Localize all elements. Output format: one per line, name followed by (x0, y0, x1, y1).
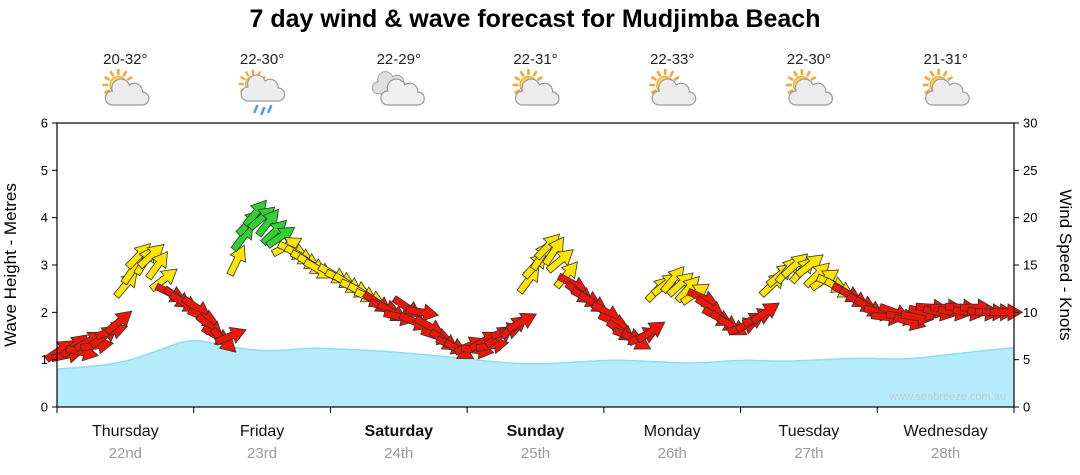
day-name: Friday (240, 423, 284, 440)
day-date: 23rd (247, 445, 277, 462)
wind-tick-label: 10 (1023, 305, 1037, 320)
day-name: Monday (644, 423, 701, 440)
wave-tick-label: 1 (41, 352, 48, 367)
day-date: 25th (521, 445, 550, 462)
wind-arrow (553, 261, 578, 290)
wind-arrow (749, 302, 780, 325)
day-date: 24th (384, 445, 413, 462)
day-name: Saturday (365, 423, 434, 440)
temp-range: 22-33° (650, 51, 694, 68)
wind-arrow (136, 243, 165, 270)
wave-tick-label: 2 (41, 305, 48, 320)
day-name: Sunday (507, 423, 565, 440)
wind-arrow (794, 254, 824, 279)
weather-icon-partly-cloudy (102, 69, 150, 106)
wind-tick-label: 5 (1023, 352, 1030, 367)
wind-arrow (505, 312, 538, 333)
cloud-icon (514, 78, 560, 106)
right-axis-title: Wind Speed - Knots (1056, 189, 1075, 340)
cloud-icon (104, 78, 150, 106)
temp-range: 22-31° (513, 51, 557, 68)
day-date: 27th (794, 445, 823, 462)
wave-height-line (56, 339, 1015, 370)
wind-arrow (214, 326, 247, 346)
wind-tick-label: 15 (1023, 258, 1037, 273)
wind-arrow (545, 249, 574, 274)
cloud-icon (788, 78, 834, 106)
cloud-icon (240, 74, 286, 102)
cloud-icon (380, 78, 425, 106)
day-date: 22nd (109, 445, 142, 462)
weather-icon-partly-cloudy (922, 69, 970, 106)
wave-tick-label: 0 (41, 400, 48, 415)
wave-height-area (57, 340, 1014, 407)
cloud-icon (925, 78, 970, 106)
temp-range: 21-31° (923, 51, 967, 68)
wind-arrow (405, 303, 440, 322)
wind-tick-label: 20 (1023, 210, 1037, 225)
wave-tick-label: 3 (41, 258, 48, 273)
left-axis-title: Wave Height - Metres (1, 183, 20, 347)
wind-tick-label: 25 (1023, 163, 1037, 178)
rain-icon (253, 104, 273, 116)
wind-arrow (255, 208, 279, 238)
weather-icon-showers (238, 69, 286, 116)
wind-arrow (265, 226, 296, 249)
temp-range: 20-32° (103, 51, 147, 68)
temp-range: 22-29° (377, 51, 421, 68)
cloud-icon (651, 78, 697, 106)
wind-tick-label: 30 (1023, 116, 1037, 131)
wind-arrow (541, 236, 564, 267)
wave-tick-label: 5 (41, 163, 48, 178)
plot-area: 0 1 2 3 4 5 6 0 5 10 15 20 25 30 20-32° Thursday 22nd 22-… (41, 51, 1038, 462)
day-date: 28th (931, 445, 960, 462)
weather-icon-partly-cloudy (512, 69, 560, 106)
weather-icon-partly-cloudy (649, 69, 697, 106)
wind-arrow (635, 321, 666, 344)
wind-arrow (104, 310, 133, 336)
wind-arrow (226, 244, 246, 277)
temp-range: 22-30° (787, 51, 831, 68)
wind-tick-label: 0 (1023, 400, 1030, 415)
wave-tick-label: 4 (41, 210, 48, 225)
temp-range: 22-30° (240, 51, 284, 68)
day-date: 26th (658, 445, 687, 462)
weather-icon-partly-cloudy (785, 69, 834, 106)
weather-icon-cloudy (371, 71, 425, 106)
wave-tick-label: 6 (41, 116, 48, 131)
page-title: 7 day wind & wave forecast for Mudjimba … (250, 5, 821, 33)
day-name: Wednesday (904, 423, 988, 440)
day-name: Thursday (92, 423, 159, 440)
watermark: www.seabreeze.com.au (888, 391, 1006, 403)
day-name: Tuesday (779, 423, 840, 440)
wind-arrow (145, 251, 168, 281)
